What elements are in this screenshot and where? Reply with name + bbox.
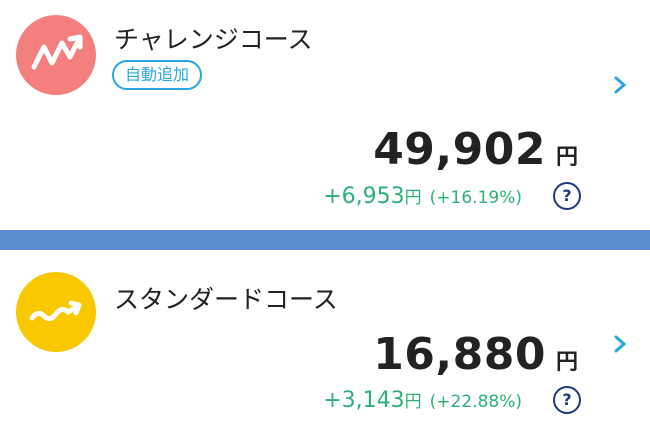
help-button[interactable]: ? [553,386,581,414]
course-name: チャレンジコース [114,25,313,54]
gain-percent: (+16.19%) [429,188,522,208]
gain-value: +6,953 [323,184,405,209]
course-card[interactable]: スタンダードコース 16,880 円 +3,143円 (+22.88%) ? [0,250,650,429]
badge: 自動追加 [112,60,203,90]
amount-value: 49,902 [373,124,546,175]
amount-value: 16,880 [373,329,546,380]
amount-unit: 円 [555,145,578,170]
gain: +3,143円 (+22.88%) [323,387,522,413]
amount-unit: 円 [555,350,578,375]
gain-value: +3,143 [323,388,405,413]
course-icon [16,272,96,352]
amount: 16,880 円 [373,329,578,380]
gain-percent: (+22.88%) [429,392,522,412]
gain-unit: 円 [404,188,422,208]
separator [0,230,650,250]
chevron[interactable] [612,75,628,95]
course-name: スタンダードコース [114,285,338,314]
amount: 49,902 円 [373,124,578,175]
course-card[interactable]: チャレンジコース 自動追加 49,902 円 +6,953円 (+16.19%) ? [0,0,650,230]
chevron[interactable] [612,334,628,354]
course-icon [16,15,96,95]
gain-unit: 円 [404,392,422,412]
gain: +6,953円 (+16.19%) [323,183,522,209]
help-button[interactable]: ? [553,182,581,210]
